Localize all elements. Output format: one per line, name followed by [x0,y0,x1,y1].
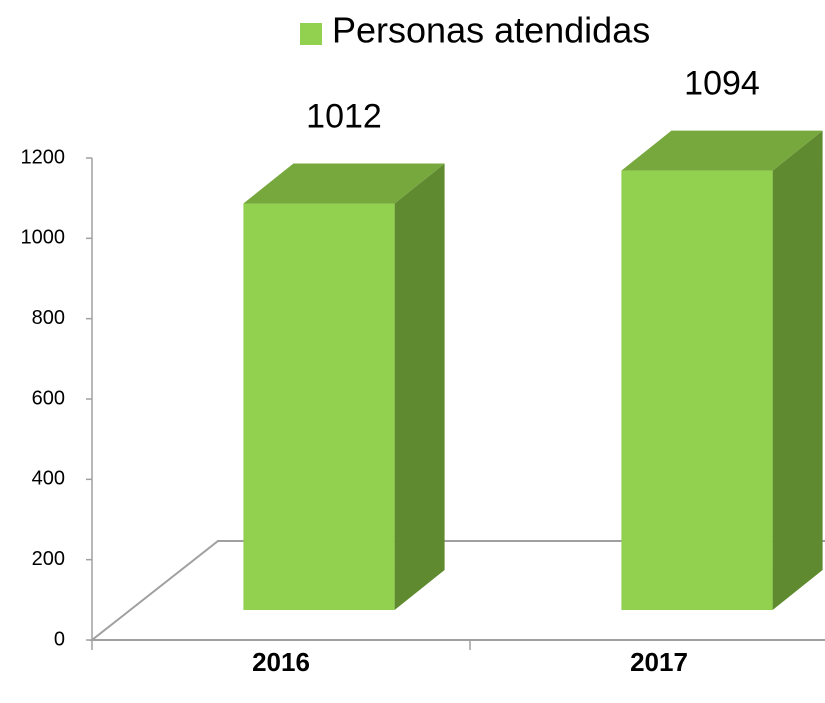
bar-side [773,131,823,610]
legend-label: Personas atendidas [332,10,650,51]
bar-side [395,164,445,610]
y-tick-label: 200 [32,548,65,570]
bar [621,171,772,610]
y-tick-label: 1200 [21,146,66,168]
bar [243,204,394,610]
y-tick-label: 400 [32,468,65,490]
y-tick-label: 600 [32,387,65,409]
y-tick-label: 800 [32,307,65,329]
y-tick-label: 0 [54,628,65,650]
value-label: 1094 [684,65,760,103]
x-tick-label: 2016 [252,647,310,677]
value-label: 1012 [306,97,382,135]
y-tick-label: 1000 [21,227,66,249]
chart: 0 200 400 600 800 1000 1200 2016 1012 2017 1094 Per… [0,0,825,703]
x-tick-label: 2017 [630,647,688,677]
legend-swatch [300,23,322,45]
